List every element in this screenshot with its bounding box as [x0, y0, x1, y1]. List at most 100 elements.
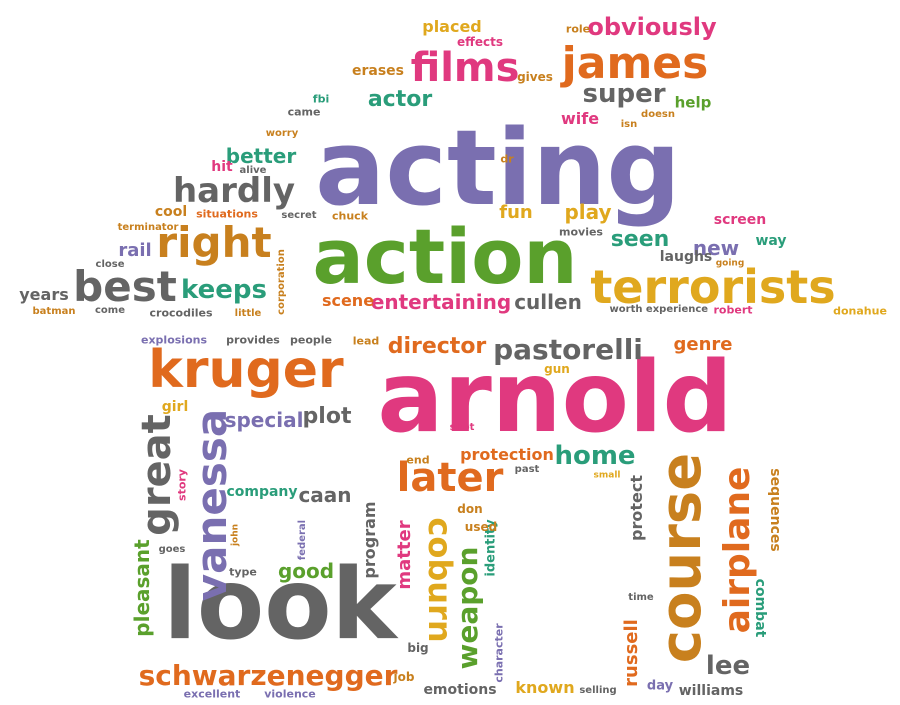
- word-laughs: laughs: [659, 249, 713, 265]
- word-close: close: [95, 259, 125, 270]
- word-home: home: [554, 441, 636, 471]
- word-provides: provides: [226, 333, 280, 347]
- word-williams: williams: [678, 683, 744, 699]
- word-effects: effects: [457, 35, 503, 49]
- word-films: films: [410, 45, 520, 91]
- word-obviously: obviously: [587, 13, 717, 41]
- word-great: great: [134, 414, 180, 536]
- word-known: known: [515, 678, 575, 697]
- word-protection: protection: [460, 445, 554, 464]
- word-little: little: [234, 308, 262, 319]
- word-doesn: doesn: [641, 109, 675, 120]
- word-james: james: [561, 38, 709, 89]
- word-program: program: [360, 501, 379, 579]
- word-gun: gun: [544, 362, 570, 376]
- word-better: better: [225, 144, 297, 168]
- word-acting: acting: [315, 107, 681, 229]
- word-past: past: [514, 464, 540, 475]
- word-right: right: [156, 218, 272, 267]
- word-cullen: cullen: [514, 290, 582, 314]
- word-isn: isn: [620, 119, 638, 130]
- word-situations: situations: [196, 207, 258, 221]
- word-terrorists: terrorists: [590, 260, 836, 314]
- word-super: super: [582, 79, 666, 109]
- word-best: best: [73, 262, 177, 311]
- word-wife: wife: [560, 109, 600, 128]
- word-john: john: [230, 523, 241, 547]
- word-pastorelli: pastorelli: [493, 333, 643, 366]
- word-course: course: [649, 452, 714, 664]
- word-company: company: [226, 484, 298, 500]
- word-lead: lead: [352, 334, 380, 348]
- word-emotions: emotions: [423, 682, 497, 698]
- word-shot: shot: [449, 422, 475, 433]
- word-action: action: [312, 212, 578, 301]
- word-people: people: [290, 333, 332, 347]
- word-came: came: [287, 105, 321, 119]
- word-role: role: [565, 22, 591, 36]
- word-small: small: [593, 470, 621, 481]
- word-screen: screen: [713, 212, 767, 228]
- word-scene: scene: [321, 291, 375, 310]
- word-erases: erases: [351, 63, 405, 79]
- word-combat: combat: [752, 578, 768, 638]
- word-story: story: [175, 469, 189, 501]
- word-pleasant: pleasant: [130, 539, 154, 637]
- word-violence: violence: [264, 687, 316, 701]
- word-entertaining: entertaining: [370, 290, 512, 314]
- word-protect: protect: [627, 475, 646, 541]
- word-new: new: [692, 236, 740, 260]
- word-time: time: [628, 592, 654, 603]
- word-keeps: keeps: [181, 275, 267, 305]
- word-used: used: [464, 520, 498, 534]
- word-batman: batman: [32, 306, 76, 317]
- word-arnold: arnold: [377, 341, 733, 455]
- word-gives: gives: [517, 70, 553, 84]
- word-day: day: [646, 678, 674, 694]
- word-end: end: [406, 453, 430, 467]
- word-look: look: [163, 548, 397, 662]
- word-schwarzenegger: schwarzenegger: [138, 659, 398, 692]
- word-special: special: [224, 408, 304, 432]
- word-corporation: corporation: [276, 249, 287, 315]
- word-federal: federal: [297, 519, 308, 561]
- word-terminator: terminator: [117, 222, 179, 233]
- word-job: job: [393, 670, 415, 684]
- word-sequences: sequences: [767, 468, 783, 552]
- word-explosions: explosions: [140, 333, 208, 347]
- word-cool: cool: [154, 204, 188, 220]
- word-years: years: [19, 285, 69, 304]
- word-don: don: [457, 502, 483, 516]
- word-caan: caan: [298, 483, 352, 507]
- word-secret: secret: [281, 210, 317, 221]
- word-hardly: hardly: [172, 171, 296, 211]
- word-play: play: [564, 200, 612, 224]
- word-later: later: [396, 455, 504, 501]
- word-placed: placed: [422, 17, 482, 36]
- word-good: good: [277, 559, 335, 583]
- word-matter: matter: [394, 520, 415, 590]
- word-worth: worth: [609, 304, 643, 315]
- word-type: type: [229, 565, 257, 579]
- word-excellent: excellent: [183, 687, 241, 701]
- word-girl: girl: [161, 399, 189, 415]
- word-big: big: [407, 641, 429, 655]
- word-character: character: [492, 623, 506, 683]
- word-seen: seen: [610, 227, 670, 252]
- word-donahue: donahue: [833, 304, 887, 318]
- word-genre: genre: [673, 334, 733, 355]
- word-selling: selling: [579, 685, 617, 696]
- word-plot: plot: [302, 404, 352, 429]
- word-way: way: [755, 233, 787, 249]
- word-kruger: kruger: [148, 340, 344, 400]
- word-lee: lee: [705, 651, 751, 681]
- word-airplane: airplane: [717, 466, 758, 634]
- word-hit: hit: [211, 159, 233, 175]
- word-worry: worry: [265, 128, 299, 139]
- word-fbi: fbi: [312, 92, 330, 106]
- word-robert: robert: [713, 303, 753, 317]
- word-vanessa: vanessa: [187, 408, 236, 602]
- word-experience: experience: [645, 304, 709, 315]
- word-weapon: weapon: [451, 546, 484, 670]
